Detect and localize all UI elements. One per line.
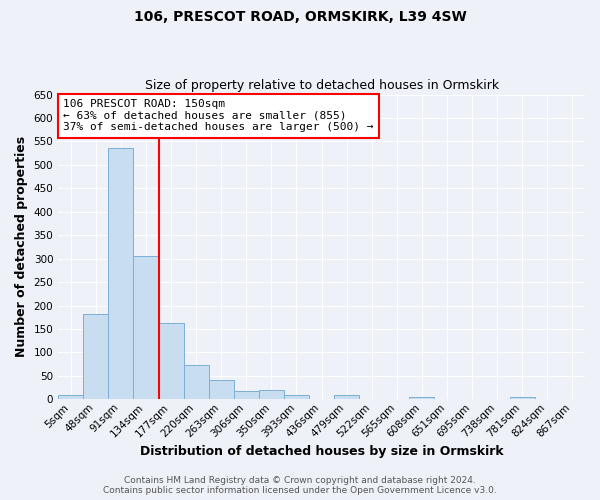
Bar xyxy=(259,390,284,400)
Bar xyxy=(209,380,234,400)
Bar xyxy=(184,364,209,400)
Title: Size of property relative to detached houses in Ormskirk: Size of property relative to detached ho… xyxy=(145,79,499,92)
Text: 106 PRESCOT ROAD: 150sqm
← 63% of detached houses are smaller (855)
37% of semi-: 106 PRESCOT ROAD: 150sqm ← 63% of detach… xyxy=(64,99,374,132)
Text: 106, PRESCOT ROAD, ORMSKIRK, L39 4SW: 106, PRESCOT ROAD, ORMSKIRK, L39 4SW xyxy=(134,10,466,24)
Bar xyxy=(409,397,434,400)
Bar xyxy=(158,323,184,400)
Bar xyxy=(284,394,309,400)
Bar xyxy=(133,256,158,400)
Bar xyxy=(334,394,359,400)
Text: Contains HM Land Registry data © Crown copyright and database right 2024.
Contai: Contains HM Land Registry data © Crown c… xyxy=(103,476,497,495)
Bar xyxy=(234,391,259,400)
Bar xyxy=(83,314,109,400)
Bar xyxy=(510,397,535,400)
Bar xyxy=(58,394,83,400)
X-axis label: Distribution of detached houses by size in Ormskirk: Distribution of detached houses by size … xyxy=(140,444,503,458)
Y-axis label: Number of detached properties: Number of detached properties xyxy=(15,136,28,358)
Bar xyxy=(109,148,133,400)
